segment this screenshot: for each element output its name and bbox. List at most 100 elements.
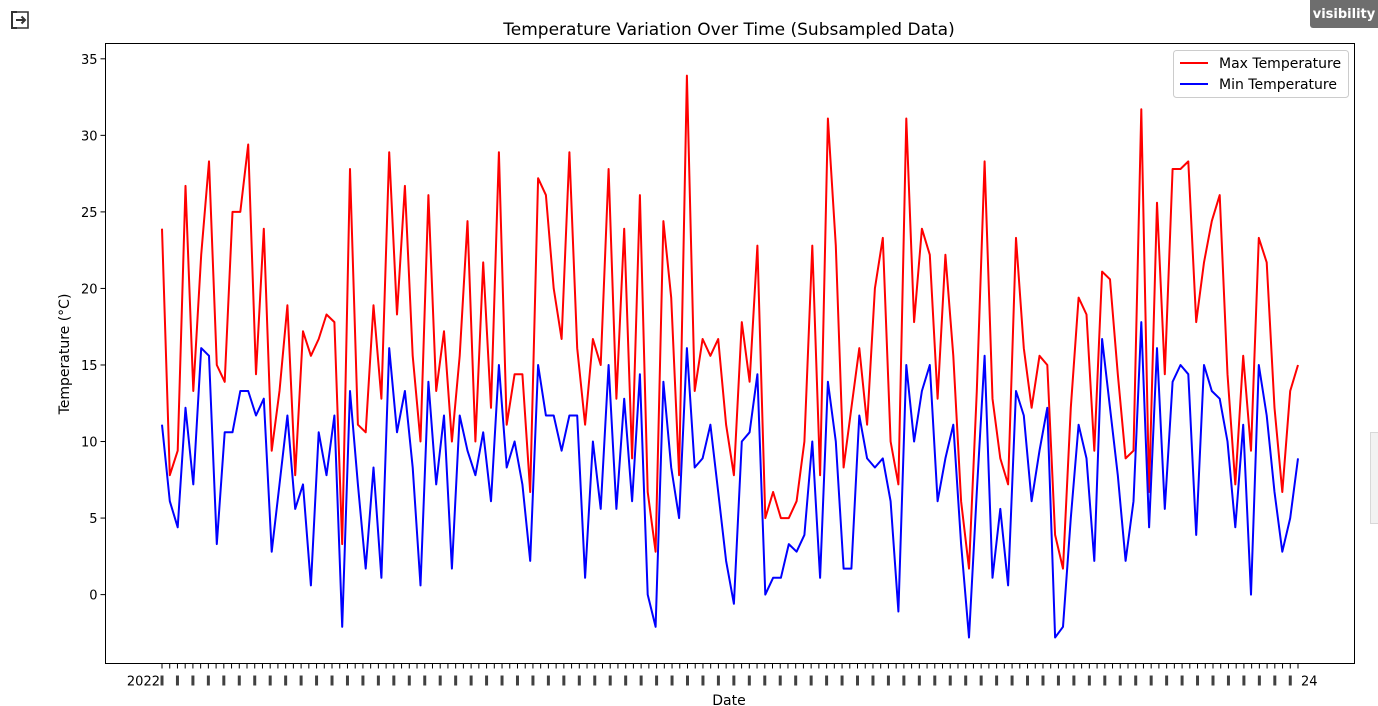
x-tick-label-overlap — [1134, 675, 1138, 686]
y-tick-label: 0 — [89, 589, 97, 604]
x-tick-label-overlap — [222, 675, 226, 686]
y-tick-label: 30 — [81, 129, 98, 144]
x-tick-label-overlap — [330, 675, 334, 686]
x-tick-label-overlap — [1273, 675, 1277, 686]
x-tick-label-overlap — [593, 675, 597, 686]
x-tick-label-overlap — [454, 675, 458, 686]
x-tick-label-overlap — [1165, 675, 1169, 686]
x-tick-label-overlap — [1087, 675, 1091, 686]
x-tick-label-overlap — [315, 675, 319, 686]
x-tick-label-overlap — [716, 675, 720, 686]
x-tick-label-overlap — [376, 675, 380, 686]
legend-box — [1173, 50, 1349, 98]
x-tick-label-overlap — [1257, 675, 1261, 686]
x-tick-label-overlap — [701, 675, 705, 686]
visibility-button[interactable]: visibility — [1310, 0, 1378, 28]
x-tick-label-overlap — [1041, 675, 1045, 686]
x-axis-ticks: 2022 24 — [127, 663, 1318, 690]
legend: Max Temperature Min Temperature — [1173, 50, 1349, 98]
x-tick-label-overlap — [1211, 675, 1215, 686]
x-tick-label-overlap — [608, 675, 612, 686]
x-tick-label-overlap — [747, 675, 751, 686]
x-axis-label: Date — [712, 693, 745, 706]
x-tick-label-overlap — [902, 675, 906, 686]
x-tick-label-overlap — [577, 675, 581, 686]
x-tick-label-overlap — [438, 675, 442, 686]
x-tick-label-overlap — [407, 675, 411, 686]
y-tick-label: 10 — [81, 436, 98, 451]
x-tick-label-overlap — [562, 675, 566, 686]
x-tick-label-overlap — [284, 675, 288, 686]
x-tick-label-overlap — [1242, 675, 1246, 686]
x-tick-label-overlap — [964, 675, 968, 686]
x-tick-label-overlap — [1026, 675, 1030, 686]
plot-frame — [105, 43, 1355, 664]
x-tick-label-overlap — [948, 675, 952, 686]
y-axis-ticks: 0 5 10 15 20 25 30 35 — [81, 53, 106, 604]
x-tick-label-overlap — [253, 675, 257, 686]
x-tick-label-overlap — [237, 675, 241, 686]
x-tick-label-overlap — [871, 675, 875, 686]
x-tick-label-overlap — [546, 675, 550, 686]
x-tick-label-overlap — [500, 675, 504, 686]
x-tick-label-overlap — [886, 675, 890, 686]
y-tick-label: 35 — [81, 53, 98, 68]
legend-label: Max Temperature — [1219, 56, 1341, 72]
x-tick-label-overlap — [655, 675, 659, 686]
x-tick-label-overlap — [423, 675, 427, 686]
x-tick-label-overlap — [206, 675, 210, 686]
x-tick-label-overlap — [1118, 675, 1122, 686]
x-tick-label-overlap — [268, 675, 272, 686]
x-tick-label-overlap — [1010, 675, 1014, 686]
x-tick-label-overlap — [1103, 675, 1107, 686]
exit-to-app-icon[interactable] — [9, 9, 31, 31]
x-tick-label-overlap — [1180, 675, 1184, 686]
x-tick-label-overlap — [1072, 675, 1076, 686]
x-tick-label-overlap — [361, 675, 365, 686]
x-tick-label-overlap — [685, 675, 689, 686]
x-tick-label-overlap — [933, 675, 937, 686]
x-tick-label-overlap — [624, 675, 628, 686]
y-tick-label: 25 — [81, 206, 98, 221]
x-tick-label-overlap — [917, 675, 921, 686]
x-tick-label-overlap — [995, 675, 999, 686]
x-tick-label-overlap — [345, 675, 349, 686]
x-tick-label-overlap — [639, 675, 643, 686]
x-tick-label-overlap — [392, 675, 396, 686]
x-tick-label-overlap — [809, 675, 813, 686]
x-tick-label-overlap — [763, 675, 767, 686]
x-tick-label-overlap — [469, 675, 473, 686]
x-tick-label-overlap — [979, 675, 983, 686]
series-lines — [161, 74, 1299, 639]
series-line-max-temperature — [161, 74, 1299, 570]
x-tick-label-overlap — [794, 675, 798, 686]
x-tick-label-overlap — [160, 675, 164, 686]
x-tick-label-overlap — [856, 675, 860, 686]
x-tick-label-overlap — [485, 675, 489, 686]
y-tick-label: 5 — [89, 512, 97, 527]
x-tick-label-overlap — [1226, 675, 1230, 686]
chart-title: Temperature Variation Over Time (Subsamp… — [502, 20, 954, 40]
y-axis-label: Temperature (°C) — [57, 294, 73, 416]
x-tick-label-overlap — [191, 675, 195, 686]
legend-label: Min Temperature — [1219, 77, 1337, 93]
x-tick-label-overlap — [732, 675, 736, 686]
y-tick-label: 15 — [81, 359, 98, 374]
x-tick-label-overlap — [299, 675, 303, 686]
x-tick-label-overlap — [531, 675, 535, 686]
x-tick-label-overlap — [1288, 675, 1292, 686]
x-tick-label-first: 2022 — [127, 675, 160, 690]
x-tick-label-overlap — [175, 675, 179, 686]
x-tick-label-overlap — [1196, 675, 1200, 686]
x-tick-label-overlap — [840, 675, 844, 686]
y-tick-label: 20 — [81, 282, 98, 297]
x-tick-label-overlap — [825, 675, 829, 686]
x-tick-label-overlap — [670, 675, 674, 686]
series-line-min-temperature — [161, 321, 1299, 639]
x-tick-label-overlap — [1056, 675, 1060, 686]
scroll-handle[interactable] — [1370, 432, 1378, 524]
x-tick-label-overlap — [515, 675, 519, 686]
x-tick-label-overlap — [778, 675, 782, 686]
x-tick-label-last: 24 — [1301, 675, 1318, 690]
